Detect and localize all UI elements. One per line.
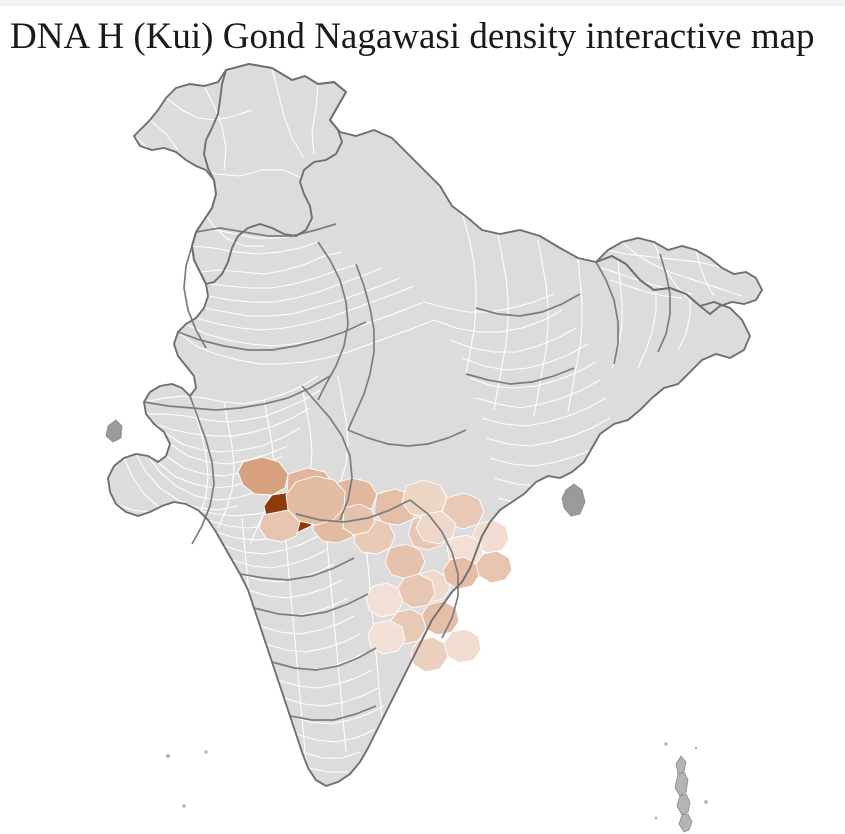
district-surguja[interactable] bbox=[367, 619, 406, 655]
district-betul[interactable] bbox=[237, 456, 289, 496]
district-koriya[interactable] bbox=[410, 636, 449, 673]
district-kanker[interactable] bbox=[475, 550, 513, 584]
india-map-container[interactable] bbox=[0, 58, 845, 834]
district-amravati[interactable] bbox=[285, 475, 346, 526]
page-title: DNA H (Kui) Gond Nagawasi density intera… bbox=[10, 16, 815, 57]
base-districts bbox=[107, 63, 763, 787]
top-strip bbox=[0, 0, 845, 6]
island-territories bbox=[105, 419, 708, 833]
state-borders bbox=[107, 63, 764, 788]
district-bastar[interactable] bbox=[442, 556, 480, 590]
district-bilaspur[interactable] bbox=[415, 510, 457, 545]
district-janjgir[interactable] bbox=[365, 582, 404, 618]
india-map-svg[interactable] bbox=[0, 58, 845, 834]
district-raigarh[interactable] bbox=[443, 628, 482, 664]
district-wardha[interactable] bbox=[258, 509, 301, 543]
district-raipur[interactable] bbox=[472, 519, 510, 554]
highlighted-districts[interactable] bbox=[237, 456, 513, 673]
